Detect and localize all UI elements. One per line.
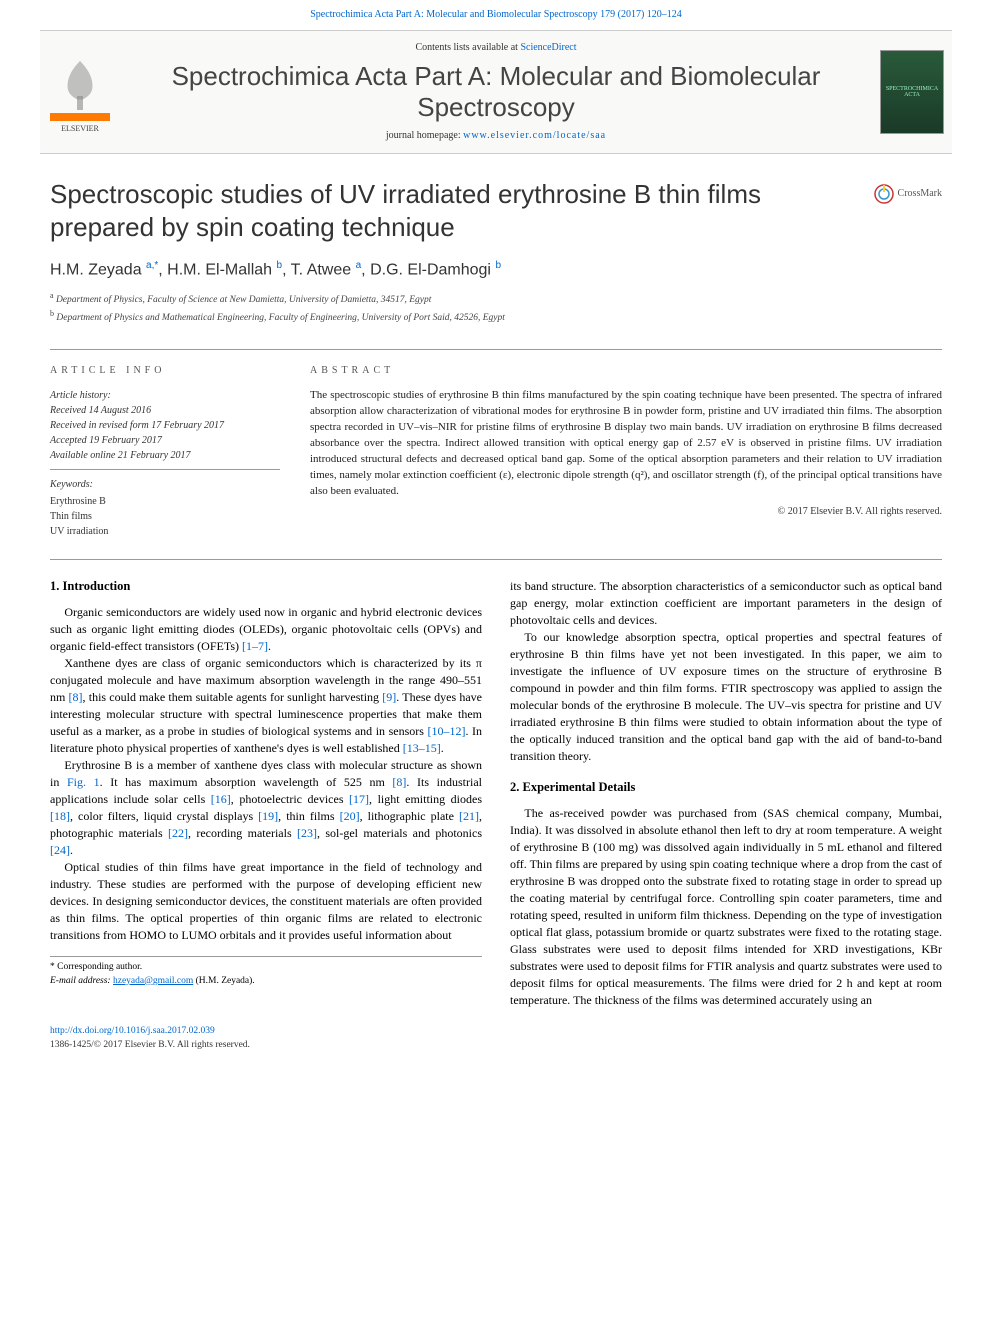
keywords-list: Erythrosine B Thin films UV irradiation bbox=[50, 494, 280, 539]
crossmark-icon bbox=[874, 184, 894, 204]
accepted-date: Accepted 19 February 2017 bbox=[50, 433, 280, 448]
sciencedirect-link[interactable]: ScienceDirect bbox=[520, 42, 576, 53]
ref-link[interactable]: [19] bbox=[258, 809, 278, 823]
online-date: Available online 21 February 2017 bbox=[50, 448, 280, 463]
revised-date: Received in revised form 17 February 201… bbox=[50, 418, 280, 433]
article-info-heading: article info bbox=[50, 364, 280, 378]
doi-link[interactable]: http://dx.doi.org/10.1016/j.saa.2017.02.… bbox=[50, 1026, 215, 1036]
ref-link[interactable]: [21] bbox=[459, 809, 479, 823]
article-history: Article history: Received 14 August 2016… bbox=[50, 388, 280, 470]
journal-cover-thumb: SPECTROCHIMICA ACTA bbox=[872, 31, 952, 153]
intro-paragraph-1: Organic semiconductors are widely used n… bbox=[50, 604, 482, 655]
ref-link[interactable]: [10–12] bbox=[427, 724, 465, 738]
affiliation-a: a Department of Physics, Faculty of Scie… bbox=[50, 290, 942, 307]
col2-paragraph-2: To our knowledge absorption spectra, opt… bbox=[510, 629, 942, 765]
article-title: Spectroscopic studies of UV irradiated e… bbox=[50, 178, 854, 243]
intro-paragraph-2: Xanthene dyes are class of organic semic… bbox=[50, 655, 482, 757]
ref-link[interactable]: [8] bbox=[69, 690, 83, 704]
ref-link[interactable]: [24] bbox=[50, 843, 70, 857]
abstract-block: abstract The spectroscopic studies of er… bbox=[310, 364, 942, 539]
cover-box: SPECTROCHIMICA ACTA bbox=[880, 50, 944, 134]
cover-label: SPECTROCHIMICA ACTA bbox=[881, 86, 943, 99]
ref-link[interactable]: [9] bbox=[382, 690, 396, 704]
figure-link[interactable]: Fig. 1 bbox=[67, 775, 100, 789]
affiliation-a-text: Department of Physics, Faculty of Scienc… bbox=[56, 295, 431, 305]
corresp-star: * Corresponding author. bbox=[50, 961, 482, 974]
affiliations: a Department of Physics, Faculty of Scie… bbox=[50, 290, 942, 325]
email-suffix: (H.M. Zeyada). bbox=[193, 976, 254, 986]
journal-homepage-link[interactable]: www.elsevier.com/locate/saa bbox=[463, 130, 606, 141]
homepage-prefix: journal homepage: bbox=[386, 130, 463, 141]
abstract-text: The spectroscopic studies of erythrosine… bbox=[310, 388, 942, 500]
abstract-copyright: © 2017 Elsevier B.V. All rights reserved… bbox=[310, 505, 942, 519]
crossmark-badge[interactable]: CrossMark bbox=[874, 184, 942, 204]
keyword-item: Erythrosine B bbox=[50, 494, 280, 509]
corresp-email-link[interactable]: hzeyada@gmail.com bbox=[113, 976, 193, 986]
keyword-item: Thin films bbox=[50, 509, 280, 524]
contents-prefix: Contents lists available at bbox=[415, 42, 520, 53]
citation-line: Spectrochimica Acta Part A: Molecular an… bbox=[0, 0, 992, 26]
section-heading-intro: 1. Introduction bbox=[50, 578, 482, 596]
ref-link[interactable]: [16] bbox=[211, 792, 231, 806]
ref-link[interactable]: [20] bbox=[340, 809, 360, 823]
received-date: Received 14 August 2016 bbox=[50, 403, 280, 418]
ref-link[interactable]: [1–7] bbox=[242, 639, 268, 653]
body-columns: 1. Introduction Organic semiconductors a… bbox=[50, 559, 942, 1009]
ref-link[interactable]: [17] bbox=[349, 792, 369, 806]
keywords-label: Keywords: bbox=[50, 478, 280, 492]
page-footer: http://dx.doi.org/10.1016/j.saa.2017.02.… bbox=[50, 1025, 942, 1052]
article-header: Spectroscopic studies of UV irradiated e… bbox=[0, 154, 992, 335]
intro-paragraph-3: Erythrosine B is a member of xanthene dy… bbox=[50, 757, 482, 859]
author-list: H.M. Zeyada a,*, H.M. El-Mallah b, T. At… bbox=[50, 259, 942, 282]
history-label: Article history: bbox=[50, 388, 280, 403]
col2-continuation: its band structure. The absorption chara… bbox=[510, 578, 942, 629]
journal-banner: ELSEVIER Contents lists available at Sci… bbox=[40, 30, 952, 154]
article-info: article info Article history: Received 1… bbox=[50, 364, 280, 539]
ref-link[interactable]: [8] bbox=[392, 775, 406, 789]
issn-copyright-line: 1386-1425/© 2017 Elsevier B.V. All right… bbox=[50, 1039, 942, 1052]
ref-link[interactable]: [23] bbox=[297, 826, 317, 840]
journal-homepage-line: journal homepage: www.elsevier.com/locat… bbox=[128, 129, 864, 143]
ref-link[interactable]: [13–15] bbox=[403, 741, 441, 755]
elsevier-logo: ELSEVIER bbox=[40, 31, 120, 153]
affiliation-b: b Department of Physics and Mathematical… bbox=[50, 308, 942, 325]
crossmark-label: CrossMark bbox=[898, 187, 942, 201]
abstract-heading: abstract bbox=[310, 364, 942, 378]
corresponding-author-note: * Corresponding author. E-mail address: … bbox=[50, 956, 482, 988]
contents-lists-line: Contents lists available at ScienceDirec… bbox=[128, 41, 864, 55]
experimental-paragraph-1: The as-received powder was purchased fro… bbox=[510, 805, 942, 1009]
elsevier-tree-icon bbox=[50, 51, 110, 121]
banner-center: Contents lists available at ScienceDirec… bbox=[120, 31, 872, 153]
email-label: E-mail address: bbox=[50, 976, 113, 986]
elsevier-label: ELSEVIER bbox=[61, 123, 99, 134]
corresp-email-line: E-mail address: hzeyada@gmail.com (H.M. … bbox=[50, 975, 482, 988]
intro-paragraph-4: Optical studies of thin films have great… bbox=[50, 859, 482, 944]
keyword-item: UV irradiation bbox=[50, 524, 280, 539]
column-left: 1. Introduction Organic semiconductors a… bbox=[50, 578, 482, 1009]
meta-abstract-row: article info Article history: Received 1… bbox=[50, 349, 942, 539]
section-heading-experimental: 2. Experimental Details bbox=[510, 779, 942, 797]
column-right: its band structure. The absorption chara… bbox=[510, 578, 942, 1009]
ref-link[interactable]: [18] bbox=[50, 809, 70, 823]
journal-title: Spectrochimica Acta Part A: Molecular an… bbox=[128, 61, 864, 123]
ref-link[interactable]: [22] bbox=[168, 826, 188, 840]
affiliation-b-text: Department of Physics and Mathematical E… bbox=[56, 313, 505, 323]
